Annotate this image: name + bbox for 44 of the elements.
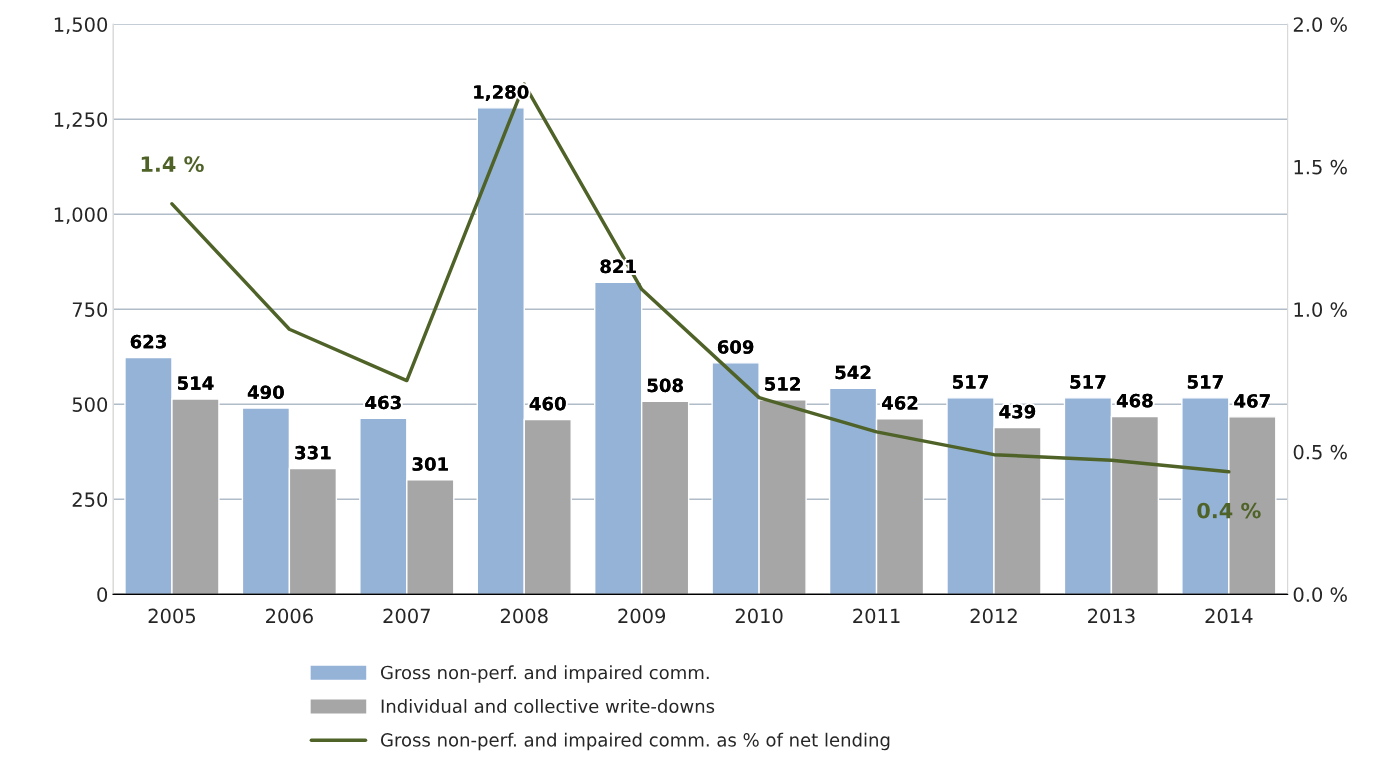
data-label: 512 — [765, 377, 800, 391]
x-tick-label: 2011 — [853, 608, 900, 624]
data-label: 514 — [177, 376, 214, 390]
data-label: 623 — [130, 334, 166, 349]
y-tick-label: 250 — [72, 492, 108, 507]
data-label: 1.4 % — [141, 156, 204, 172]
y-tick-label: 1,000 — [54, 207, 108, 224]
y2-tick-label: 0.0 % — [1293, 587, 1347, 602]
data-label: 460 — [529, 396, 566, 411]
data-label: 517 — [1187, 375, 1223, 389]
y-tick-label: 1,250 — [54, 112, 108, 129]
x-tick-label: 2009 — [618, 608, 666, 624]
x-tick-label: 2013 — [1088, 608, 1135, 624]
data-label: 542 — [835, 365, 871, 380]
x-tick-label: 2005 — [148, 608, 195, 624]
legend-label: Gross non-perf. and impaired comm. — [380, 665, 709, 683]
x-tick-label: 2007 — [383, 608, 430, 624]
data-label: 463 — [365, 395, 401, 410]
y2-tick-label: 2.0 % — [1293, 17, 1347, 32]
y2-tick-label: 0.5 % — [1293, 444, 1347, 460]
x-tick-label: 2008 — [500, 608, 548, 624]
data-label: 609 — [717, 340, 754, 354]
y-tick-label: 750 — [72, 302, 108, 317]
data-label: 462 — [882, 396, 918, 410]
x-tick-label: 2012 — [970, 608, 1017, 624]
data-label: 439 — [999, 404, 1036, 419]
data-label: 331 — [295, 445, 331, 460]
legend-label: Individual and collective write-downs — [381, 699, 715, 714]
data-label: 301 — [412, 457, 448, 471]
y-tick-label: 500 — [72, 397, 108, 412]
data-label: 517 — [953, 375, 988, 389]
x-tick-label: 2006 — [266, 608, 313, 624]
x-tick-label: 2010 — [735, 608, 783, 624]
legend-label: Gross non-perf. and impaired comm. as % of net lending — [380, 732, 890, 751]
data-label: 467 — [1234, 394, 1270, 408]
x-tick-label: 2014 — [1205, 608, 1253, 624]
y2-tick-label: 1.5 % — [1294, 159, 1347, 175]
data-label: 490 — [247, 385, 284, 400]
data-label: 508 — [647, 378, 683, 393]
data-label: 517 — [1070, 375, 1106, 389]
y-tick-label: 0 — [97, 587, 108, 602]
y-tick-label: 1,500 — [54, 17, 108, 34]
y2-tick-label: 1.0 % — [1294, 302, 1347, 317]
data-label: 468 — [1116, 393, 1153, 408]
